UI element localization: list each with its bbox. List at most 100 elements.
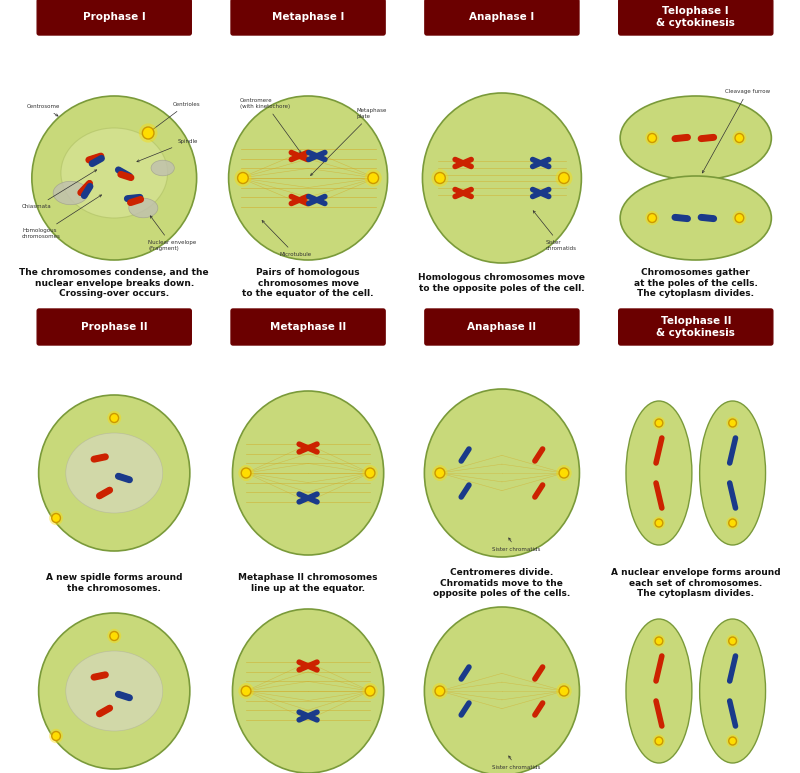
Ellipse shape: [626, 619, 692, 763]
Circle shape: [435, 468, 445, 478]
Circle shape: [726, 635, 738, 648]
Text: Pairs of homologous
chromosomes move
to the equator of the cell.: Pairs of homologous chromosomes move to …: [242, 268, 374, 298]
Ellipse shape: [700, 619, 766, 763]
Text: A new spidle forms around
the chromosomes.: A new spidle forms around the chromosome…: [46, 574, 182, 593]
Text: Cleavage furrow: Cleavage furrow: [702, 89, 770, 173]
Circle shape: [726, 417, 738, 429]
Ellipse shape: [53, 182, 88, 205]
FancyBboxPatch shape: [618, 0, 773, 35]
Circle shape: [242, 686, 251, 696]
Text: Sister
chromatids: Sister chromatids: [534, 211, 577, 251]
Circle shape: [655, 519, 663, 527]
FancyBboxPatch shape: [37, 0, 191, 35]
Circle shape: [735, 213, 744, 223]
Ellipse shape: [66, 651, 162, 731]
Ellipse shape: [229, 96, 387, 260]
Circle shape: [49, 511, 63, 525]
Circle shape: [653, 635, 665, 648]
Ellipse shape: [151, 160, 174, 175]
Circle shape: [110, 414, 118, 423]
Ellipse shape: [233, 391, 384, 555]
Circle shape: [238, 172, 248, 183]
Ellipse shape: [424, 389, 579, 557]
Text: Metaphase
plate: Metaphase plate: [310, 108, 387, 175]
Circle shape: [559, 686, 569, 696]
Text: Anaphase I: Anaphase I: [470, 12, 534, 22]
Circle shape: [726, 734, 738, 747]
Ellipse shape: [620, 176, 771, 260]
Circle shape: [729, 519, 737, 527]
Circle shape: [142, 127, 154, 139]
Ellipse shape: [424, 607, 579, 773]
FancyBboxPatch shape: [231, 0, 385, 35]
Circle shape: [559, 468, 569, 478]
Circle shape: [242, 468, 251, 478]
Circle shape: [234, 169, 251, 187]
Text: Sister chromatids: Sister chromatids: [492, 756, 541, 770]
Circle shape: [139, 124, 158, 142]
Circle shape: [368, 172, 378, 183]
Circle shape: [434, 172, 446, 183]
Circle shape: [648, 134, 657, 142]
Text: Microtubule: Microtubule: [262, 220, 311, 257]
Text: Metaphase I: Metaphase I: [272, 12, 344, 22]
Circle shape: [432, 465, 448, 481]
Circle shape: [49, 729, 63, 743]
Text: Prophase I: Prophase I: [83, 12, 146, 22]
Circle shape: [655, 637, 663, 645]
Circle shape: [52, 731, 61, 741]
FancyBboxPatch shape: [231, 309, 385, 345]
Ellipse shape: [233, 609, 384, 773]
Circle shape: [729, 637, 737, 645]
Circle shape: [648, 213, 657, 223]
Text: Spindle: Spindle: [137, 139, 198, 162]
Circle shape: [52, 513, 61, 523]
Text: Anaphase II: Anaphase II: [467, 322, 537, 332]
Circle shape: [366, 686, 375, 696]
Text: Centrioles: Centrioles: [151, 102, 200, 131]
Circle shape: [238, 465, 254, 481]
Text: A nuclear envelope forms around
each set of chromosomes.
The cytoplasm divides.: A nuclear envelope forms around each set…: [611, 568, 781, 598]
Circle shape: [107, 410, 122, 425]
Circle shape: [729, 419, 737, 427]
Text: Centromere
(with kinetochore): Centromere (with kinetochore): [240, 98, 301, 153]
Circle shape: [435, 686, 445, 696]
Ellipse shape: [700, 401, 766, 545]
Text: Homologous
chromosomes: Homologous chromosomes: [22, 195, 102, 239]
Ellipse shape: [626, 401, 692, 545]
Ellipse shape: [32, 96, 197, 260]
Text: The chromosomes condense, and the
nuclear envelope breaks down.
Crossing-over oc: The chromosomes condense, and the nuclea…: [19, 268, 209, 298]
Text: Chromosomes gather
at the poles of the cells.
The cytoplasm divides.: Chromosomes gather at the poles of the c…: [634, 268, 758, 298]
Ellipse shape: [620, 96, 771, 180]
Text: Metaphase II chromosomes
line up at the equator.: Metaphase II chromosomes line up at the …: [238, 574, 378, 593]
Ellipse shape: [129, 198, 158, 218]
Circle shape: [362, 683, 378, 699]
Circle shape: [645, 211, 659, 225]
Circle shape: [556, 465, 572, 481]
FancyBboxPatch shape: [425, 309, 579, 345]
Circle shape: [110, 632, 118, 641]
Text: Centromeres divide.
Chromatids move to the
opposite poles of the cells.: Centromeres divide. Chromatids move to t…: [434, 568, 570, 598]
Circle shape: [362, 465, 378, 481]
Text: Metaphase II: Metaphase II: [270, 322, 346, 332]
Circle shape: [653, 417, 665, 429]
Circle shape: [555, 169, 573, 187]
Circle shape: [655, 737, 663, 745]
Circle shape: [431, 169, 449, 187]
Text: Telophase II
& cytokinesis: Telophase II & cytokinesis: [656, 316, 735, 338]
Circle shape: [238, 683, 254, 699]
Circle shape: [558, 172, 570, 183]
Text: Centrosome: Centrosome: [27, 104, 60, 116]
Circle shape: [733, 131, 746, 145]
Circle shape: [655, 419, 663, 427]
FancyBboxPatch shape: [425, 0, 579, 35]
Circle shape: [733, 211, 746, 225]
Ellipse shape: [38, 613, 190, 769]
FancyBboxPatch shape: [618, 309, 773, 345]
Ellipse shape: [38, 395, 190, 551]
Circle shape: [107, 628, 122, 643]
Text: Nuclear envelope
(Fragment): Nuclear envelope (Fragment): [148, 216, 197, 251]
FancyBboxPatch shape: [37, 309, 191, 345]
Circle shape: [365, 169, 382, 187]
Text: Prophase II: Prophase II: [81, 322, 147, 332]
